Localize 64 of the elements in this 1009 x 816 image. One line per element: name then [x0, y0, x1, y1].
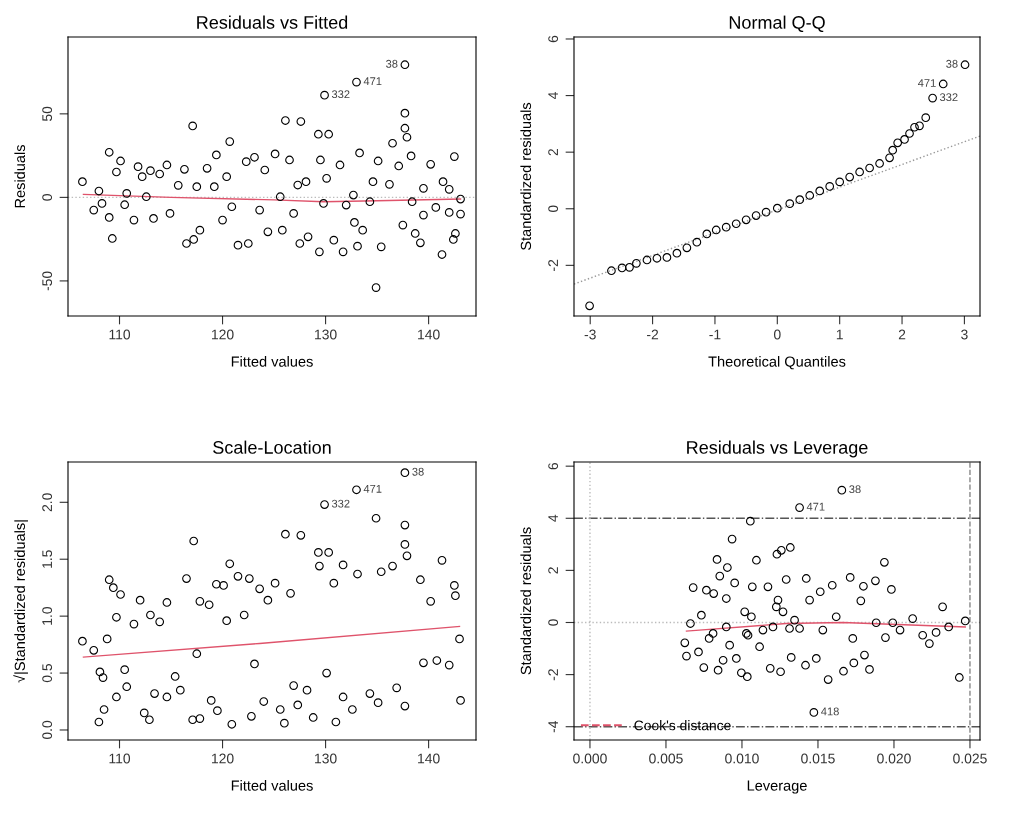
y-tick-label: 6 [548, 462, 559, 470]
x-tick-label: 130 [315, 329, 337, 340]
x-tick-label: 110 [109, 753, 131, 764]
annotation: 332 [939, 93, 958, 102]
annotation: 332 [331, 499, 350, 508]
chart-title: Residuals vs Leverage [687, 440, 868, 458]
annotation: 38 [946, 59, 958, 68]
x-tick-label: 0.010 [725, 753, 759, 764]
annotation: 418 [821, 707, 839, 716]
x-tick-label: -1 [709, 329, 721, 340]
x-tick-label: 0.025 [953, 753, 987, 764]
x-axis-title: Leverage [747, 780, 807, 794]
y-tick-label: 2.0 [42, 493, 53, 512]
annotation: 471 [363, 485, 382, 493]
annotation: 38 [386, 59, 398, 68]
x-tick-label: 130 [315, 753, 337, 764]
annotation: 471 [806, 502, 825, 511]
y-tick-label: -50 [42, 271, 53, 291]
y-axis-title: Residuals [14, 145, 26, 208]
x-axis-title: Fitted values [231, 356, 313, 367]
annotation: 38 [412, 467, 424, 476]
y-tick-label: 0.0 [42, 720, 53, 740]
annotation: 332 [331, 90, 350, 99]
x-tick-label: 0 [773, 329, 781, 340]
chart-title: Residuals vs Fitted [197, 15, 348, 29]
y-tick-label: 50 [42, 106, 53, 122]
x-tick-label: 0.020 [877, 753, 911, 764]
x-tick-label: 110 [109, 329, 131, 340]
x-tick-label: 0.000 [573, 753, 607, 764]
y-axis-title: Standardized residuals [520, 527, 532, 675]
y-tick-label: 1.0 [42, 607, 53, 625]
x-tick-label: 140 [418, 753, 440, 764]
annotation: 38 [849, 485, 861, 494]
x-tick-label: 120 [212, 329, 234, 340]
y-tick-label: -2 [548, 669, 558, 681]
x-tick-label: 120 [212, 753, 234, 764]
y-tick-label: 0.5 [42, 663, 53, 683]
y-tick-label: 1.5 [42, 550, 53, 568]
y-tick-label: 2 [548, 567, 558, 574]
y-tick-label: 2 [548, 149, 558, 156]
y-axis-title: √|Standardized residuals| [13, 520, 28, 683]
y-tick-label: 4 [548, 92, 558, 100]
y-tick-label: 0 [42, 194, 53, 201]
x-tick-label: 0.015 [801, 753, 835, 764]
y-tick-label: 6 [548, 35, 559, 43]
annotation: 471 [363, 77, 382, 85]
y-tick-label: -2 [548, 259, 558, 271]
y-tick-label: 4 [548, 514, 558, 522]
y-tick-label: 0 [548, 619, 559, 626]
x-axis-title: Theoretical Quantiles [708, 356, 846, 370]
x-tick-label: 2 [898, 329, 906, 340]
x-tick-label: 1 [836, 329, 843, 340]
y-axis-title: Standardized residuals [520, 102, 532, 251]
chart-title: Scale-Location [213, 440, 331, 454]
annotation: 471 [917, 79, 936, 87]
x-tick-label: -3 [584, 329, 596, 340]
x-tick-label: 140 [418, 329, 440, 340]
y-tick-label: -4 [548, 720, 558, 733]
x-tick-label: 0.005 [649, 753, 683, 764]
y-tick-label: 0 [548, 205, 559, 213]
chart-title: Normal Q-Q [729, 15, 825, 33]
x-axis-title: Fitted values [231, 780, 313, 791]
x-tick-label: 3 [961, 329, 968, 340]
x-tick-label: -2 [647, 329, 659, 340]
